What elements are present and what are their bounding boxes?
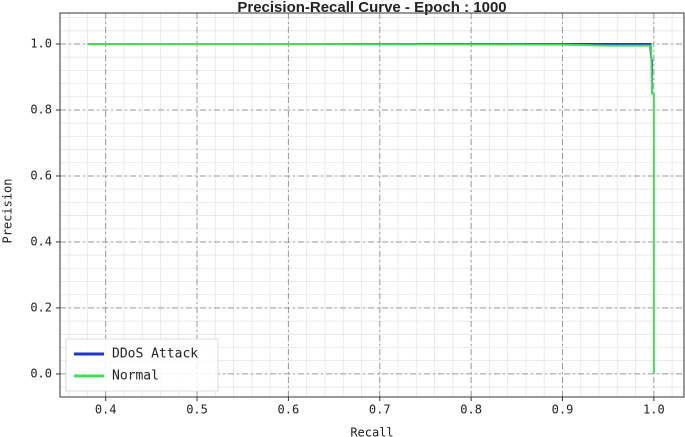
legend: DDoS Attack Normal (65, 338, 219, 392)
series-line (303, 43, 654, 95)
x-tick-label: 0.9 (552, 403, 574, 417)
legend-label: DDoS Attack (112, 347, 198, 362)
x-axis-label: Recall (350, 426, 393, 437)
x-tick-label: 0.8 (460, 403, 482, 417)
x-tick-label: 0.4 (95, 403, 117, 417)
chart-title: Precision-Recall Curve - Epoch : 1000 (237, 0, 506, 16)
y-tick-label: 0.0 (30, 366, 52, 380)
y-tick-label: 1.0 (30, 37, 52, 51)
y-tick-label: 0.8 (30, 102, 52, 116)
series-line (87, 43, 655, 374)
legend-box (65, 338, 219, 392)
legend-label: Normal (112, 369, 159, 384)
x-tick-label: 1.0 (643, 403, 665, 417)
y-tick-label: 0.6 (30, 168, 52, 182)
y-tick-label: 0.2 (30, 300, 52, 314)
x-tick-label: 0.7 (369, 403, 391, 417)
y-axis-label: Precision (1, 178, 15, 243)
x-tick-label: 0.6 (278, 403, 300, 417)
plot-frame (59, 12, 685, 398)
x-tick-label: 0.5 (186, 403, 208, 417)
y-tick-label: 0.4 (30, 234, 52, 248)
